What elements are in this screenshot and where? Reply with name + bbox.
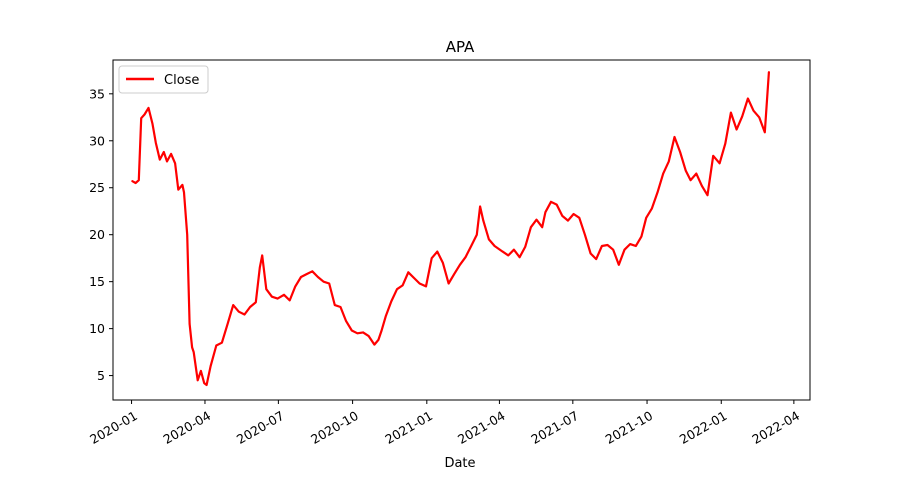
y-tick-label: 5: [97, 368, 105, 383]
series-line-close: [131, 71, 771, 387]
y-tick-label: 35: [89, 86, 105, 101]
axes-frame: [112, 59, 811, 401]
x-axis-label: Date: [444, 456, 475, 471]
y-tick-label: 30: [89, 133, 105, 148]
y-tick-label: 20: [89, 227, 105, 242]
y-tick-label: 10: [89, 321, 105, 336]
legend-box: [118, 65, 209, 94]
chart-title: APA: [446, 38, 475, 56]
y-tick-label: 25: [89, 180, 105, 195]
y-tick-label: 15: [89, 274, 105, 289]
legend: Close: [118, 65, 209, 94]
legend-label-close: Close: [164, 73, 199, 88]
